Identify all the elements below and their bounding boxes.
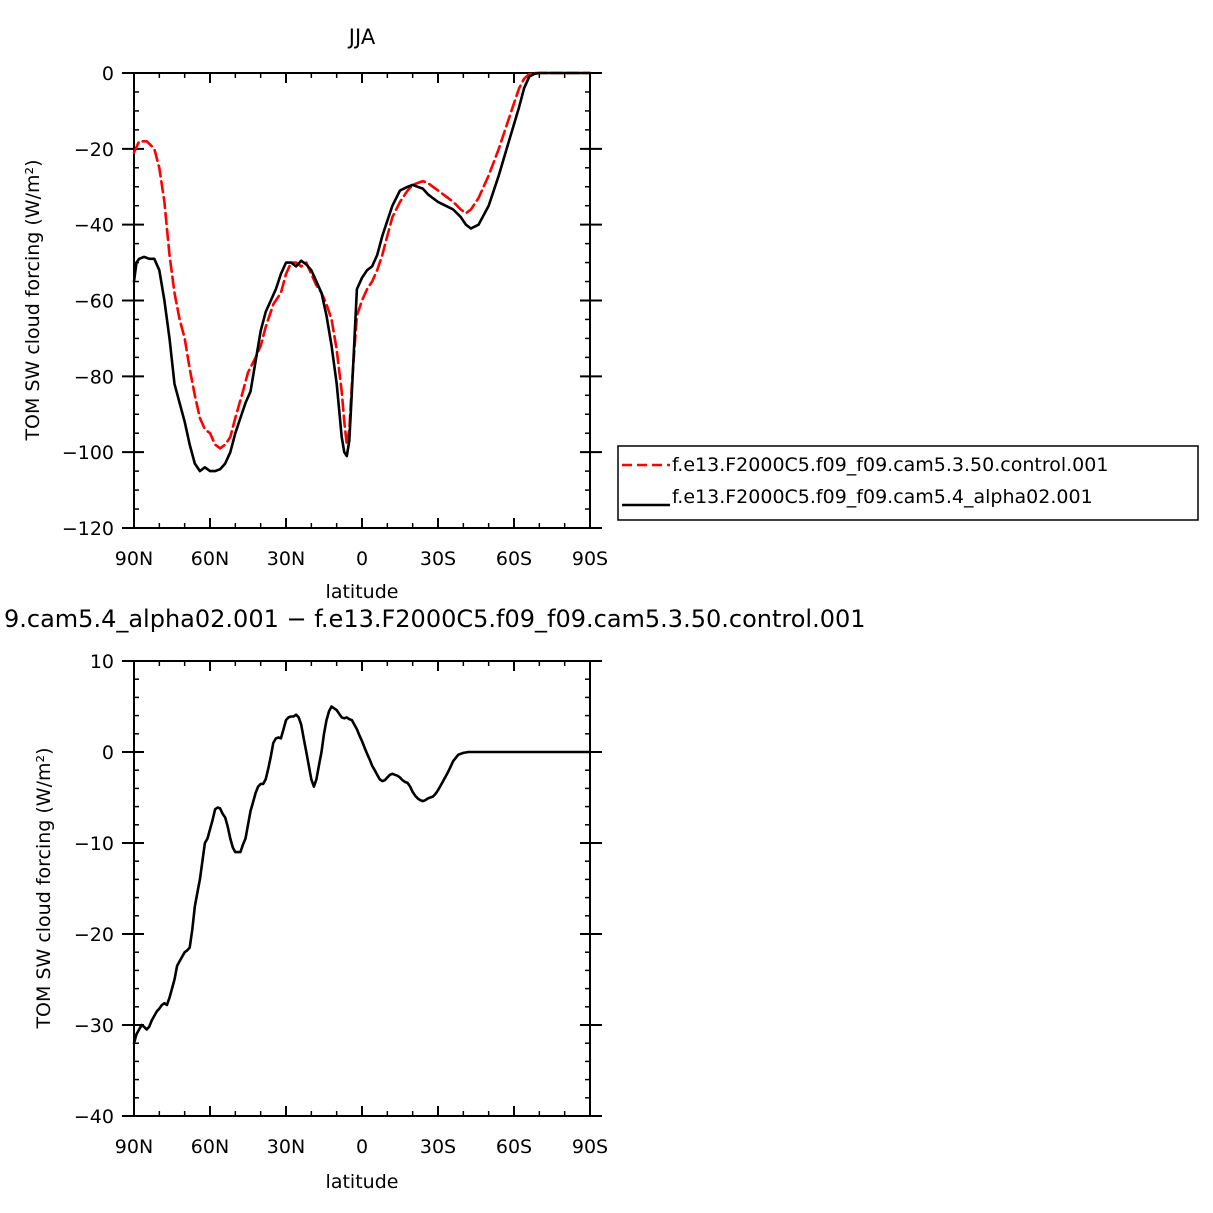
legend: f.e13.F2000C5.f09_f09.cam5.3.50.control.… xyxy=(617,445,1199,521)
bottom-x-tick-label: 90S xyxy=(572,1136,608,1158)
bottom-x-axis-label: latitude xyxy=(326,1171,399,1193)
top-y-tick-label: −20 xyxy=(74,139,114,161)
bottom-y-tick-label: −40 xyxy=(74,1106,114,1128)
legend-box xyxy=(617,445,1199,521)
top-y-tick-label: −60 xyxy=(74,291,114,313)
bottom-series-lines xyxy=(132,705,592,1045)
top-plot-frame xyxy=(133,72,591,529)
top-y-tick-label: −40 xyxy=(74,215,114,237)
top-axis-ticks xyxy=(122,72,602,529)
bottom-x-tick-label: 30N xyxy=(267,1136,305,1158)
legend-label-control: f.e13.F2000C5.f09_f09.cam5.3.50.control.… xyxy=(672,454,1108,476)
bottom-y-tick-label: 10 xyxy=(90,651,114,673)
top-y-axis-label: TOM SW cloud forcing (W/m²) xyxy=(22,159,44,441)
top-y-tick-label: −80 xyxy=(74,366,114,388)
top-x-tick-labels: 90N 60N 30N 0 30S 60S 90S xyxy=(115,548,608,570)
top-title: JJA xyxy=(347,25,376,49)
bottom-series-line-0 xyxy=(132,705,592,1045)
bottom-title: 9.cam5.4_alpha02.001 − f.e13.F2000C5.f09… xyxy=(4,605,866,633)
bottom-y-tick-label: −20 xyxy=(74,924,114,946)
bottom-y-tick-labels: 10 0 −10 −20 −30 −40 xyxy=(74,651,114,1128)
top-panel: JJA 0 −20 −40 −60 −80 −100 −120 90N 60N 30N 0 30S 6… xyxy=(22,25,608,603)
bottom-x-tick-label: 30S xyxy=(420,1136,456,1158)
bottom-y-axis-label: TOM SW cloud forcing (W/m²) xyxy=(33,747,55,1029)
top-x-tick-label: 90S xyxy=(572,548,608,570)
top-series-line-0 xyxy=(132,71,592,450)
bottom-y-tick-label: −30 xyxy=(74,1015,114,1037)
top-x-axis-label: latitude xyxy=(326,581,399,603)
bottom-x-tick-label: 60S xyxy=(496,1136,532,1158)
legend-label-alpha02: f.e13.F2000C5.f09_f09.cam5.4_alpha02.001 xyxy=(672,486,1093,508)
top-x-tick-label: 30N xyxy=(267,548,305,570)
top-x-tick-label: 60N xyxy=(191,548,229,570)
bottom-x-tick-labels: 90N 60N 30N 0 30S 60S 90S xyxy=(115,1136,608,1158)
top-x-tick-label: 0 xyxy=(356,548,368,570)
top-x-tick-label: 60S xyxy=(496,548,532,570)
top-y-tick-label: 0 xyxy=(102,63,114,85)
bottom-x-tick-label: 90N xyxy=(115,1136,153,1158)
bottom-y-tick-label: 0 xyxy=(102,742,114,764)
bottom-x-tick-label: 0 xyxy=(356,1136,368,1158)
top-x-tick-label: 30S xyxy=(420,548,456,570)
top-y-tick-label: −120 xyxy=(62,518,114,540)
top-y-tick-labels: 0 −20 −40 −60 −80 −100 −120 xyxy=(62,63,114,540)
top-series-lines xyxy=(132,71,592,473)
bottom-x-tick-label: 60N xyxy=(191,1136,229,1158)
top-y-tick-label: −100 xyxy=(62,442,114,464)
bottom-y-tick-label: −10 xyxy=(74,833,114,855)
bottom-plot-frame xyxy=(133,660,591,1117)
bottom-panel: 9.cam5.4_alpha02.001 − f.e13.F2000C5.f09… xyxy=(4,605,866,1193)
bottom-axis-ticks xyxy=(122,660,602,1117)
top-series-line-1 xyxy=(132,71,592,473)
top-x-tick-label: 90N xyxy=(115,548,153,570)
